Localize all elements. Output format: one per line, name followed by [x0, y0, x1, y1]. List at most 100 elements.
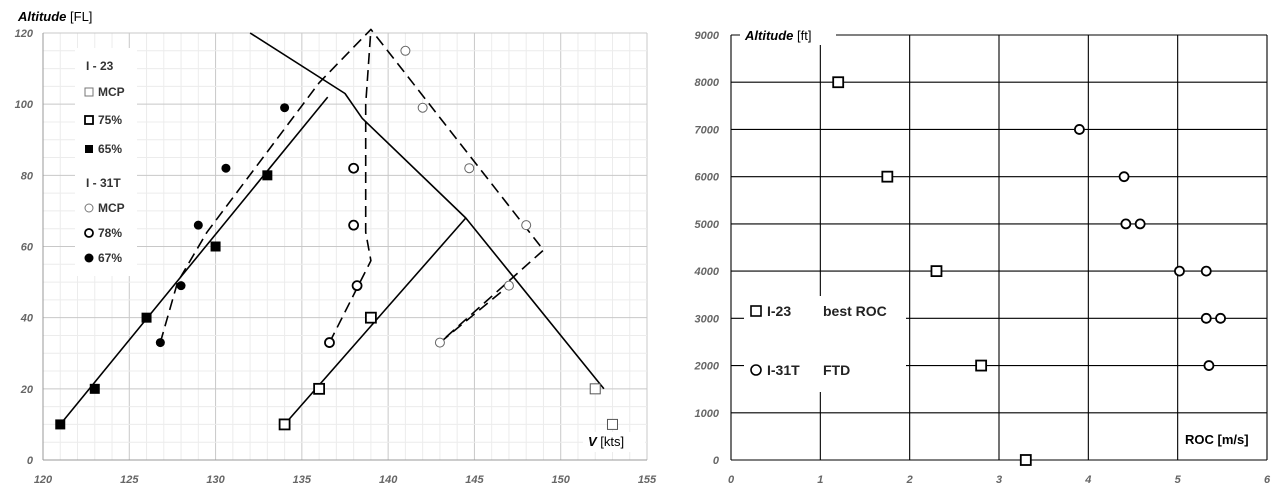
left-point-s2-3 — [210, 241, 221, 252]
legend-i31t-circle-icon — [750, 364, 762, 376]
right-data-markers — [832, 76, 1226, 466]
right-point-s1-6 — [1200, 312, 1212, 324]
right-point-s1-7 — [1215, 312, 1226, 324]
left-x-tick-label: 130 — [206, 474, 225, 486]
right-x-tick-label: 0 — [728, 474, 735, 486]
legend-67-circle-icon — [84, 253, 94, 263]
left-xlabel: V [kts] — [588, 434, 624, 449]
legend-item-i31t-mcp: MCP — [98, 201, 125, 215]
right-point-s1-1 — [1118, 171, 1130, 183]
left-point-s3-2 — [464, 163, 475, 174]
left-y-tick-label: 60 — [21, 242, 34, 254]
right-point-s1-5 — [1200, 265, 1212, 277]
left-y-tick-label: 120 — [15, 28, 34, 40]
right-y-tick-label: 4000 — [694, 266, 720, 278]
right-y-tick-label: 1000 — [695, 408, 720, 420]
altitude-speed-chart: 120 125 130 135 140 145 150 155 0 20 40 60 80 100 120… — [14, 6, 657, 486]
legend-item-i23-desc: best ROC — [823, 303, 887, 319]
left-envelope-line-1 — [249, 32, 605, 390]
right-point-s0-0 — [832, 76, 845, 89]
right-y-tick-label: 9000 — [695, 30, 720, 42]
left-point-s2-0 — [55, 419, 66, 430]
left-point-s5-3 — [176, 281, 186, 291]
legend-75-square-icon — [84, 115, 94, 125]
right-point-s0-1 — [881, 170, 894, 183]
right-ylabel: Altitude [ft] — [744, 28, 811, 43]
left-x-tick-label: 120 — [34, 474, 53, 486]
left-point-s1-1 — [313, 382, 326, 395]
right-y-tick-label: 3000 — [695, 313, 720, 325]
right-y-tick-label: 7000 — [695, 124, 720, 136]
legend-item-i23-75: 75% — [98, 113, 122, 127]
legend-65-square-icon — [85, 145, 93, 153]
left-ylabel: Altitude [FL] — [17, 9, 92, 24]
left-data-markers — [55, 45, 618, 431]
left-y-tick-label: 100 — [15, 99, 34, 111]
legend-group-title-i23: I - 23 — [86, 59, 114, 73]
right-point-s1-0 — [1074, 124, 1085, 135]
legend-i23-square-icon — [750, 305, 762, 317]
right-ylabel-bg — [740, 25, 836, 45]
right-x-tick-label: 2 — [906, 474, 913, 486]
left-y-tick-labels: 0 20 40 60 80 100 120 — [15, 28, 34, 467]
left-point-s5-0 — [280, 103, 290, 113]
left-x-tick-labels: 120 125 130 135 140 145 150 155 — [34, 474, 657, 486]
right-point-s0-3 — [975, 359, 988, 372]
left-point-s3-1 — [417, 102, 428, 113]
right-y-tick-label: 5000 — [695, 219, 720, 231]
left-x-tick-label: 150 — [552, 474, 571, 486]
left-legend: I - 23 MCP 75% 65% I - 31T MCP 78% 67% — [75, 48, 137, 276]
legend-mcp-square-icon — [84, 87, 94, 97]
right-x-tick-label: 5 — [1175, 474, 1182, 486]
right-point-s1-4 — [1174, 265, 1185, 277]
left-point-s0-0 — [589, 383, 601, 395]
left-x-tick-label: 135 — [293, 474, 312, 486]
left-envelope-line-3 — [159, 28, 545, 344]
left-xlabel-bg — [583, 432, 645, 452]
left-point-s5-4 — [155, 338, 165, 348]
left-x-tick-label: 155 — [638, 474, 657, 486]
left-point-s4-0 — [348, 162, 360, 174]
right-point-s0-4 — [1019, 454, 1032, 466]
left-point-s1-2 — [364, 311, 377, 324]
left-point-s3-0 — [400, 45, 411, 56]
right-legend-box — [744, 296, 906, 392]
right-point-s1-3 — [1134, 218, 1146, 230]
left-point-s4-2 — [351, 280, 363, 292]
legend-item-i23-65: 65% — [98, 142, 122, 156]
legend-group-title-i31t: I - 31T — [86, 176, 121, 190]
right-xlabel: ROC [m/s] — [1185, 432, 1249, 447]
legend-item-i23: I-23 — [767, 303, 791, 319]
right-x-tick-label: 4 — [1084, 474, 1091, 486]
legend-item-i23-mcp: MCP — [98, 85, 125, 99]
left-axes — [42, 33, 647, 461]
left-y-tick-label: 80 — [21, 170, 34, 182]
right-point-s1-8 — [1203, 360, 1215, 371]
left-point-s0-1 — [606, 418, 618, 430]
right-x-tick-label: 3 — [996, 474, 1002, 486]
legend-item-i31t-67: 67% — [98, 251, 122, 265]
legend-item-i31t: I-31T — [767, 362, 800, 378]
left-point-s3-3 — [521, 220, 532, 231]
left-point-s1-0 — [278, 418, 291, 431]
right-y-tick-label: 2000 — [694, 361, 720, 373]
legend-item-i31t-78: 78% — [98, 226, 122, 240]
left-point-s4-1 — [348, 219, 360, 231]
right-y-tick-label: 6000 — [695, 172, 720, 184]
left-envelope-line-5 — [439, 284, 510, 344]
right-x-tick-labels: 0 1 2 3 4 5 6 — [728, 474, 1271, 486]
right-point-s1-2 — [1120, 218, 1132, 230]
right-y-tick-label: 0 — [713, 455, 720, 467]
left-x-tick-label: 145 — [465, 474, 484, 486]
legend-78-circle-icon — [84, 228, 94, 238]
left-point-s5-1 — [221, 163, 231, 173]
left-legend-box — [75, 48, 137, 276]
right-legend: I-23 best ROC I-31T FTD — [744, 296, 906, 392]
left-point-s3-5 — [434, 337, 445, 348]
right-xlabel-bg — [1180, 430, 1264, 450]
left-point-s5-2 — [193, 220, 203, 230]
altitude-roc-chart: 0 1 2 3 4 5 6 0 1000 2000 3000 4000 5000 6000 7000 800… — [694, 25, 1271, 486]
left-x-tick-label: 140 — [379, 474, 398, 486]
left-point-s2-2 — [141, 312, 152, 323]
